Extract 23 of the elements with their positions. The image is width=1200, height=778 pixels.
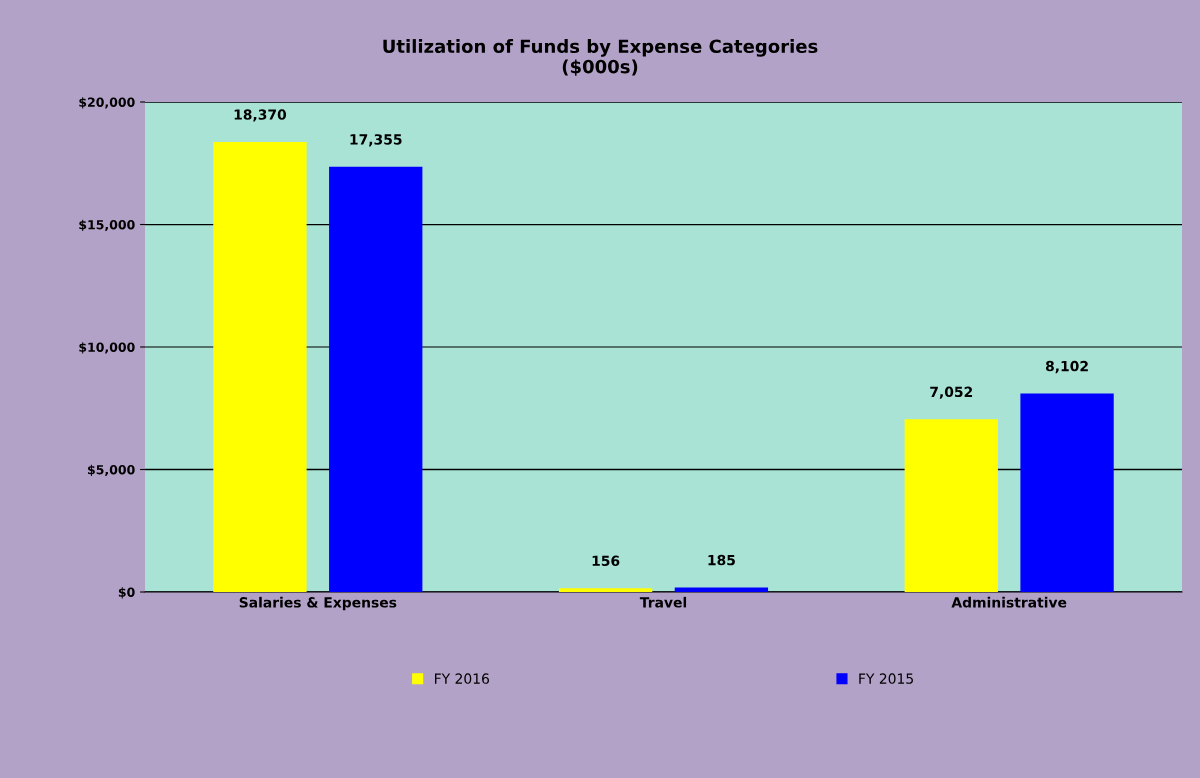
y-tick-label: $5,000 <box>88 464 135 477</box>
data-label: 185 <box>708 554 735 566</box>
legend-label: FY 2015 <box>859 673 913 684</box>
y-tick-label: $20,000 <box>79 97 135 109</box>
data-label: 8,102 <box>1045 360 1088 374</box>
chart-title: Utilization of Funds by Expense Categories ($000s) <box>383 39 818 76</box>
y-tick-label: $0 <box>118 587 135 599</box>
bar <box>558 588 653 592</box>
data-label: 17,355 <box>350 134 402 147</box>
data-label: 156 <box>592 555 620 567</box>
data-label: 18,370 <box>234 109 287 122</box>
bar <box>329 166 423 592</box>
x-tick-label: Salaries & Expenses <box>239 596 397 611</box>
y-tick-label: $15,000 <box>79 219 135 232</box>
x-tick-label: Administrative <box>951 596 1067 608</box>
y-tick-label: $10,000 <box>79 342 135 354</box>
bar <box>674 587 769 592</box>
data-label: 7,052 <box>930 386 973 399</box>
bar <box>1020 393 1114 592</box>
legend-label: FY 2016 <box>435 673 490 684</box>
bar <box>213 141 307 592</box>
bar <box>904 419 998 592</box>
x-tick-label: Travel <box>639 596 687 608</box>
